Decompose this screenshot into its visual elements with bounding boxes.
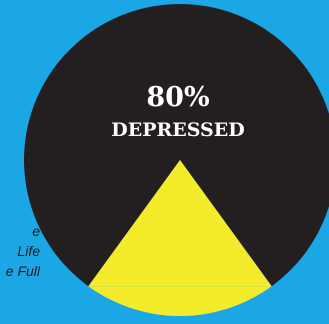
annotation: e	[32, 223, 40, 239]
slice-label: DEPRESSED	[111, 119, 245, 141]
pie-slice	[88, 160, 272, 287]
annotation: e Full	[6, 263, 41, 279]
pie-slice	[24, 4, 329, 287]
slice-value-label: 80%	[146, 82, 209, 113]
pie-slice-edge	[88, 286, 272, 317]
annotation: Life	[17, 243, 40, 259]
